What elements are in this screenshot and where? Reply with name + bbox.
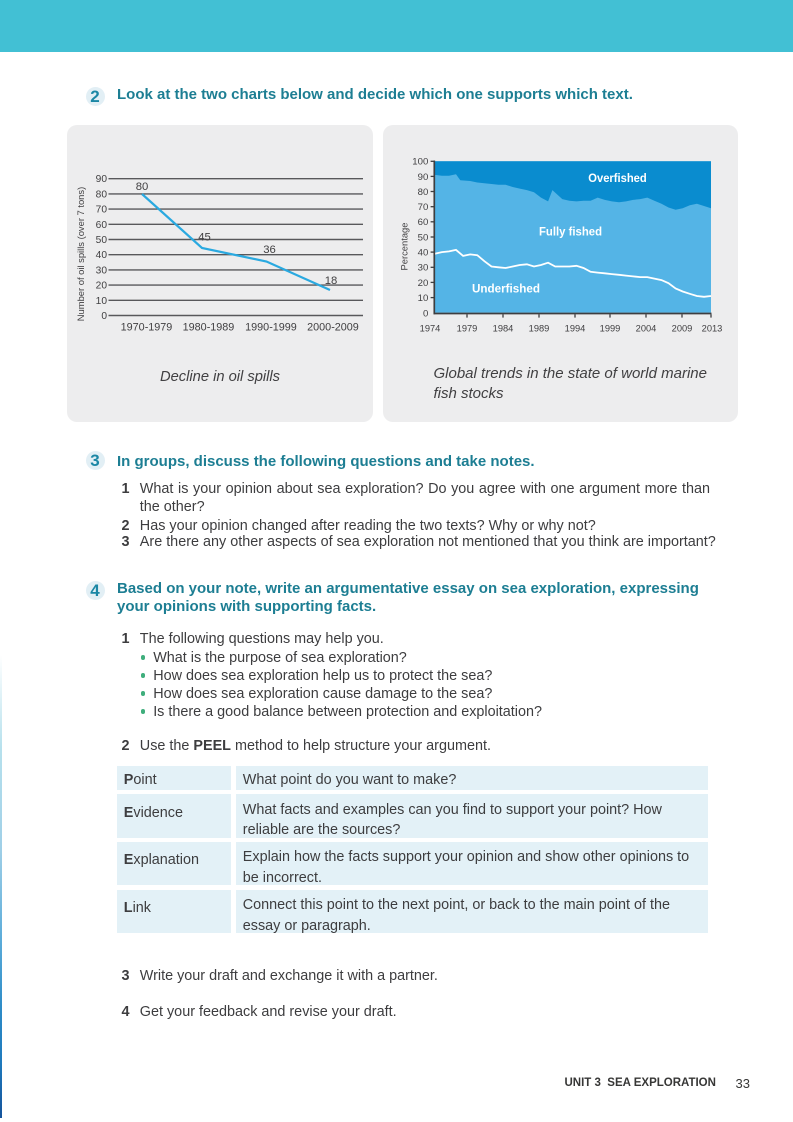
svg-text:1980-1989: 1980-1989 xyxy=(183,322,235,334)
svg-text:Number of oil spills (over 7 t: Number of oil spills (over 7 tons) xyxy=(75,187,86,321)
svg-text:90: 90 xyxy=(96,174,108,185)
svg-text:30: 30 xyxy=(96,265,108,276)
svg-text:20: 20 xyxy=(96,281,108,292)
svg-text:90: 90 xyxy=(418,172,429,183)
svg-text:1979: 1979 xyxy=(457,324,478,334)
svg-text:2004: 2004 xyxy=(636,324,657,334)
svg-text:30: 30 xyxy=(418,263,429,274)
svg-text:80: 80 xyxy=(96,189,108,200)
svg-text:1999: 1999 xyxy=(600,324,621,334)
svg-text:1970-1979: 1970-1979 xyxy=(121,322,173,334)
svg-text:20: 20 xyxy=(418,278,429,289)
svg-text:Underfished: Underfished xyxy=(472,284,540,296)
svg-text:60: 60 xyxy=(418,217,429,228)
svg-text:Percentage: Percentage xyxy=(399,223,410,271)
svg-text:60: 60 xyxy=(96,220,108,231)
svg-text:2009: 2009 xyxy=(672,324,693,334)
svg-text:40: 40 xyxy=(418,248,429,259)
svg-text:70: 70 xyxy=(418,202,429,213)
svg-text:1990-1999: 1990-1999 xyxy=(245,322,297,334)
svg-text:45: 45 xyxy=(198,232,211,244)
svg-text:Overfished: Overfished xyxy=(588,173,647,185)
svg-text:10: 10 xyxy=(96,296,108,307)
svg-text:10: 10 xyxy=(418,293,429,304)
svg-text:1994: 1994 xyxy=(565,324,586,334)
svg-text:50: 50 xyxy=(96,235,108,246)
svg-text:2013: 2013 xyxy=(702,324,723,334)
svg-text:1989: 1989 xyxy=(529,324,550,334)
svg-text:36: 36 xyxy=(263,244,276,256)
svg-text:80: 80 xyxy=(418,187,429,198)
svg-text:100: 100 xyxy=(412,157,428,168)
svg-text:2000-2009: 2000-2009 xyxy=(307,322,359,334)
svg-text:18: 18 xyxy=(325,275,338,287)
svg-text:80: 80 xyxy=(136,181,149,193)
svg-text:0: 0 xyxy=(101,311,107,322)
svg-text:70: 70 xyxy=(96,205,108,216)
svg-text:Fully fished: Fully fished xyxy=(539,227,602,239)
svg-text:40: 40 xyxy=(96,250,108,261)
svg-text:0: 0 xyxy=(423,309,428,320)
svg-text:50: 50 xyxy=(418,232,429,243)
svg-text:1974: 1974 xyxy=(420,324,441,334)
svg-text:1984: 1984 xyxy=(493,324,514,334)
